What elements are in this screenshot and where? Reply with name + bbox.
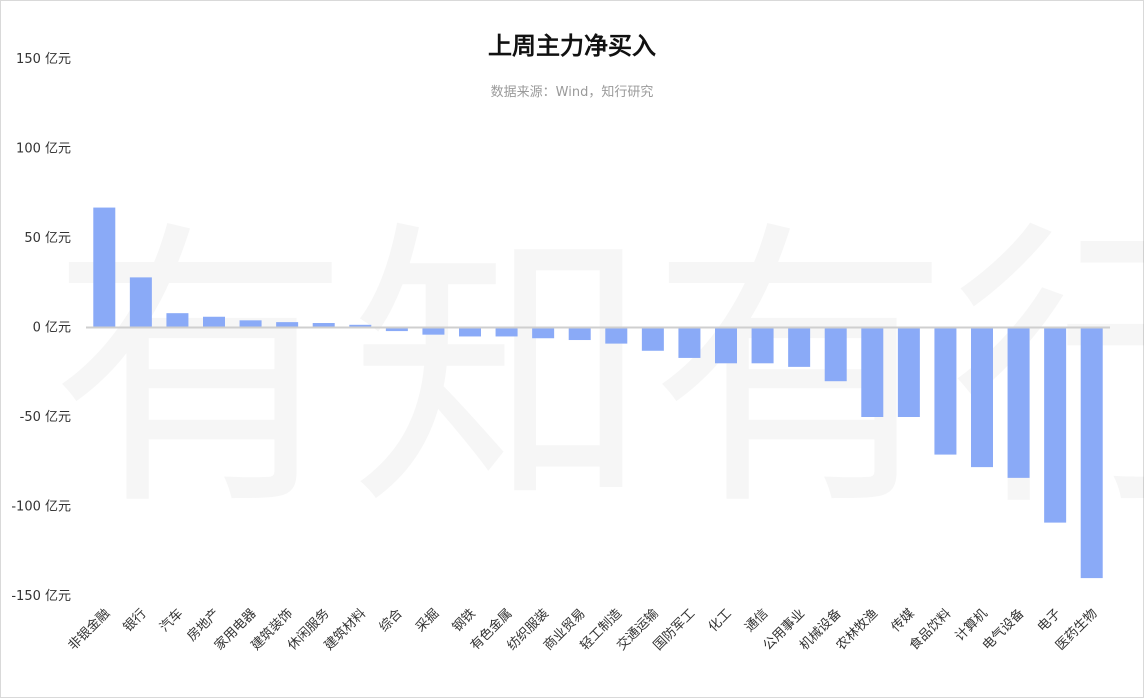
bar: [897, 327, 920, 417]
y-tick-label: 0 亿元: [33, 321, 71, 336]
bar: [276, 322, 299, 328]
y-tick-label: 50 亿元: [24, 231, 71, 246]
bars: [93, 207, 1103, 579]
bar: [641, 327, 664, 351]
bar: [568, 327, 591, 341]
x-tick-label: 非银金融: [65, 606, 113, 654]
bar: [385, 327, 408, 332]
x-tick-label: 传媒: [889, 606, 918, 635]
bar: [93, 207, 116, 328]
chart-subtitle: 数据来源：Wind，知行研究: [490, 85, 654, 100]
x-tick-label: 电子: [1035, 606, 1064, 635]
bar: [422, 327, 445, 335]
bar: [605, 327, 628, 344]
bar: [824, 327, 847, 382]
bar: [239, 320, 262, 328]
bar: [861, 327, 884, 417]
bar: [788, 327, 811, 367]
bar: [459, 327, 481, 337]
bar: [312, 323, 335, 328]
x-tick-label: 钢铁: [450, 606, 479, 635]
bar: [1044, 327, 1067, 523]
y-tick-label: 150 亿元: [16, 52, 71, 67]
bar: [751, 327, 774, 364]
x-tick-label: 化工: [706, 606, 735, 635]
bar: [495, 327, 518, 337]
bar: [678, 327, 701, 358]
bar: [349, 324, 372, 328]
bar: [532, 327, 555, 339]
bar: [203, 316, 225, 328]
bar: [1080, 327, 1103, 579]
bar: [971, 327, 993, 468]
x-tick-label: 汽车: [157, 606, 187, 636]
bar: [129, 277, 152, 328]
x-tick-label: 通信: [742, 606, 771, 635]
x-tick-label: 采掘: [413, 606, 442, 635]
x-tick-label: 银行: [121, 606, 150, 635]
bar: [715, 327, 737, 364]
bar: [934, 327, 957, 455]
y-tick-label: -100 亿元: [11, 500, 71, 515]
y-tick-label: 100 亿元: [16, 142, 71, 157]
y-axis: 150 亿元 100 亿元 50 亿元 0 亿元 -50 亿元 -100 亿元 -150 亿…: [11, 52, 71, 604]
bar: [1007, 327, 1030, 478]
y-tick-label: -150 亿元: [11, 589, 71, 604]
chart-title: 上周主力净买入: [488, 32, 656, 60]
x-tick-label: 综合: [377, 606, 406, 635]
y-tick-label: -50 亿元: [20, 410, 71, 425]
bar: [166, 313, 189, 328]
